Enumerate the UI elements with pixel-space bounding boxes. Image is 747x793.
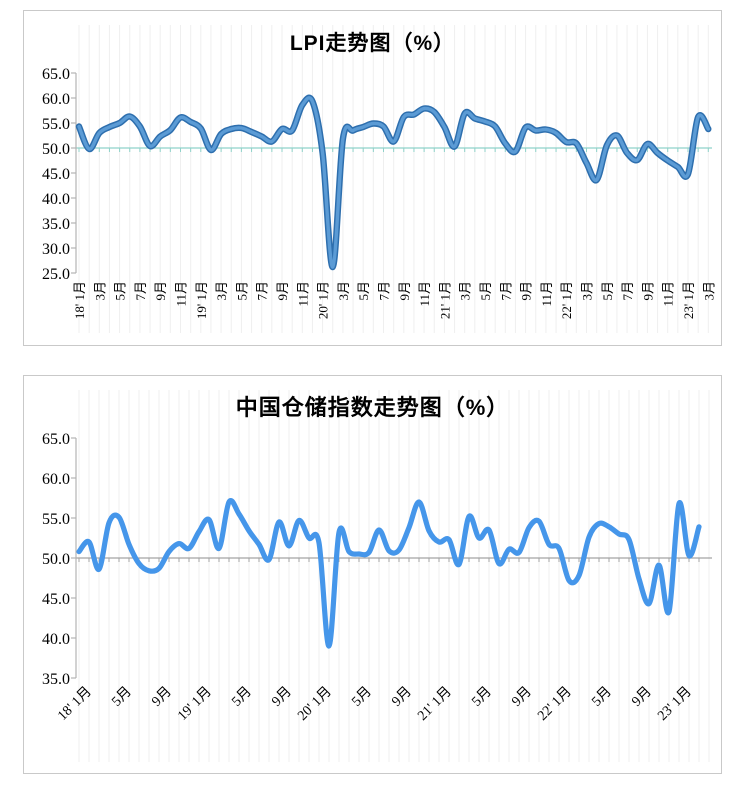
svg-text:9月: 9月 (519, 281, 534, 301)
svg-text:11月: 11月 (174, 281, 189, 307)
svg-text:11月: 11月 (539, 281, 554, 307)
svg-text:21' 1月: 21' 1月 (437, 281, 452, 319)
warehousing-chart-panel: 65.0 60.0 55.0 50.0 45.0 40.0 35.0 18' 1月 5月 9月 19… (23, 375, 722, 774)
svg-text:35.0: 35.0 (42, 216, 70, 233)
svg-text:7月: 7月 (133, 281, 148, 301)
svg-text:5月: 5月 (113, 281, 128, 301)
svg-text:22' 1月: 22' 1月 (559, 281, 574, 319)
svg-text:5月: 5月 (349, 684, 375, 710)
svg-text:3月: 3月 (336, 281, 351, 301)
svg-text:60.0: 60.0 (42, 471, 70, 488)
svg-text:9月: 9月 (397, 281, 412, 301)
svg-text:45.0: 45.0 (42, 591, 70, 608)
lpi-chart-panel: 65.0 60.0 55.0 50.0 45.0 40.0 35.0 30.0 25.0 18' … (23, 10, 722, 346)
svg-text:50.0: 50.0 (42, 551, 70, 568)
svg-text:5月: 5月 (589, 684, 615, 710)
svg-text:5月: 5月 (109, 684, 135, 710)
svg-text:5月: 5月 (478, 281, 493, 301)
svg-text:5月: 5月 (600, 281, 615, 301)
svg-text:9月: 9月 (275, 281, 290, 301)
series-line (76, 498, 702, 649)
svg-text:5月: 5月 (469, 684, 495, 710)
svg-text:5月: 5月 (356, 281, 371, 301)
svg-text:30.0: 30.0 (42, 241, 70, 258)
gridlines (78, 25, 709, 333)
svg-text:23' 1月: 23' 1月 (681, 281, 696, 319)
svg-text:11月: 11月 (661, 281, 676, 307)
svg-text:45.0: 45.0 (42, 166, 70, 183)
gridlines (78, 390, 710, 762)
reference-line (76, 147, 712, 152)
y-axis-labels: 65.0 60.0 55.0 50.0 45.0 40.0 35.0 30.0 25.0 (42, 66, 70, 283)
svg-text:50.0: 50.0 (42, 141, 70, 158)
svg-text:3月: 3月 (214, 281, 229, 301)
y-axis (71, 72, 77, 274)
svg-text:7月: 7月 (620, 281, 635, 301)
svg-text:40.0: 40.0 (42, 191, 70, 208)
svg-text:9月: 9月 (389, 684, 415, 710)
svg-text:5月: 5月 (229, 684, 255, 710)
series-line (75, 94, 712, 271)
svg-text:5月: 5月 (234, 281, 249, 301)
svg-text:11月: 11月 (417, 281, 432, 307)
y-axis (71, 437, 77, 679)
svg-text:3月: 3月 (92, 281, 107, 301)
svg-text:9月: 9月 (640, 281, 655, 301)
svg-text:25.0: 25.0 (42, 266, 70, 283)
svg-text:3月: 3月 (580, 281, 595, 301)
svg-text:9月: 9月 (153, 281, 168, 301)
svg-text:65.0: 65.0 (42, 66, 70, 83)
svg-text:9月: 9月 (149, 684, 175, 710)
svg-text:3月: 3月 (701, 281, 716, 301)
svg-text:9月: 9月 (509, 684, 535, 710)
svg-text:18' 1月: 18' 1月 (72, 281, 87, 319)
y-axis-labels: 65.0 60.0 55.0 50.0 45.0 40.0 35.0 (42, 431, 70, 688)
svg-text:11月: 11月 (295, 281, 310, 307)
svg-text:9月: 9月 (269, 684, 295, 710)
svg-text:7月: 7月 (377, 281, 392, 301)
lpi-chart-title: LPI走势图（%） (289, 32, 456, 55)
svg-text:35.0: 35.0 (42, 671, 70, 688)
x-axis-labels: 18' 1月 3月 5月 7月 9月 11月 19' 1月 3月 5月 7月 9月 11月 20' 1月… (72, 281, 716, 319)
warehousing-chart-title: 中国仓储指数走势图（%） (235, 395, 510, 420)
svg-text:20' 1月: 20' 1月 (316, 281, 331, 319)
svg-text:7月: 7月 (498, 281, 513, 301)
lpi-chart-svg: 65.0 60.0 55.0 50.0 45.0 40.0 35.0 30.0 25.018' … (42, 25, 716, 333)
svg-text:55.0: 55.0 (42, 116, 70, 133)
svg-text:60.0: 60.0 (42, 91, 70, 108)
warehousing-chart-svg: 65.060.055.050.045.040.035.018' 1月 5月 9月 19… (42, 390, 712, 762)
svg-text:65.0: 65.0 (42, 431, 70, 448)
svg-text:9月: 9月 (629, 684, 655, 710)
svg-text:40.0: 40.0 (42, 631, 70, 648)
svg-text:3月: 3月 (458, 281, 473, 301)
svg-text:55.0: 55.0 (42, 511, 70, 528)
reference-line (76, 557, 712, 562)
svg-text:7月: 7月 (255, 281, 270, 301)
svg-text:19' 1月: 19' 1月 (194, 281, 209, 319)
